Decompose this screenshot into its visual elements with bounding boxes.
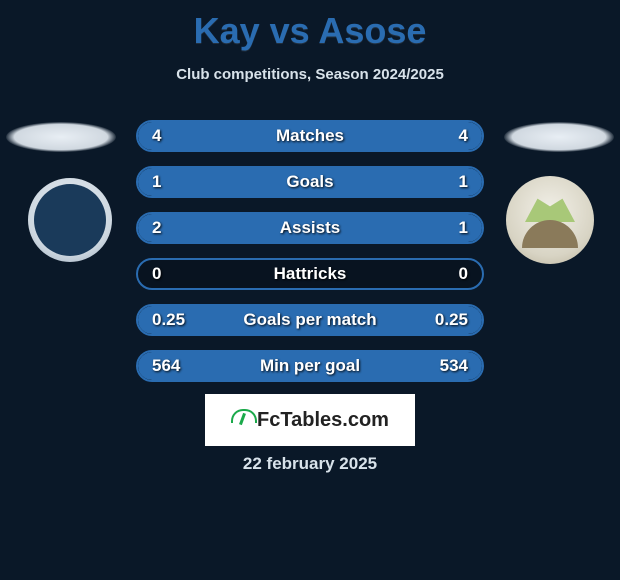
stat-value-left: 564 xyxy=(152,356,180,376)
owl-icon xyxy=(50,200,90,240)
page-title: Kay vs Asose xyxy=(0,0,620,52)
stat-row: 0.25 0.25 Goals per match xyxy=(136,304,484,336)
brand-footer: FcTables.com xyxy=(205,394,415,446)
stat-label: Goals xyxy=(286,172,333,192)
stat-value-right: 1 xyxy=(459,218,468,238)
stat-value-right: 0 xyxy=(459,264,468,284)
left-platform xyxy=(6,122,116,152)
stat-row: 564 534 Min per goal xyxy=(136,350,484,382)
stat-value-left: 0 xyxy=(152,264,161,284)
right-platform xyxy=(504,122,614,152)
stat-label: Goals per match xyxy=(243,310,376,330)
stat-label: Assists xyxy=(280,218,340,238)
stat-value-left: 2 xyxy=(152,218,161,238)
stat-label: Min per goal xyxy=(260,356,360,376)
stat-label: Hattricks xyxy=(274,264,347,284)
stat-value-left: 1 xyxy=(152,172,161,192)
stat-fill-left xyxy=(138,168,310,196)
stat-row: 1 1 Goals xyxy=(136,166,484,198)
stat-value-right: 1 xyxy=(459,172,468,192)
stat-row: 4 4 Matches xyxy=(136,120,484,152)
stats-list: 4 4 Matches 1 1 Goals 2 1 Assists 0 0 Hattricks 0.25… xyxy=(136,120,484,382)
right-club-badge xyxy=(506,176,594,264)
stat-fill-right xyxy=(310,168,482,196)
stat-value-right: 4 xyxy=(459,126,468,146)
stat-value-left: 4 xyxy=(152,126,161,146)
fctables-logo-icon xyxy=(231,409,253,431)
stat-value-right: 534 xyxy=(440,356,468,376)
stat-label: Matches xyxy=(276,126,344,146)
brand-text: FcTables.com xyxy=(257,409,389,432)
subtitle: Club competitions, Season 2024/2025 xyxy=(0,66,620,83)
wings-icon xyxy=(525,196,575,222)
date-text: 22 february 2025 xyxy=(243,454,377,474)
stat-value-right: 0.25 xyxy=(435,310,468,330)
stat-value-left: 0.25 xyxy=(152,310,185,330)
stat-row: 0 0 Hattricks xyxy=(136,258,484,290)
stat-row: 2 1 Assists xyxy=(136,212,484,244)
left-club-badge xyxy=(26,176,114,264)
